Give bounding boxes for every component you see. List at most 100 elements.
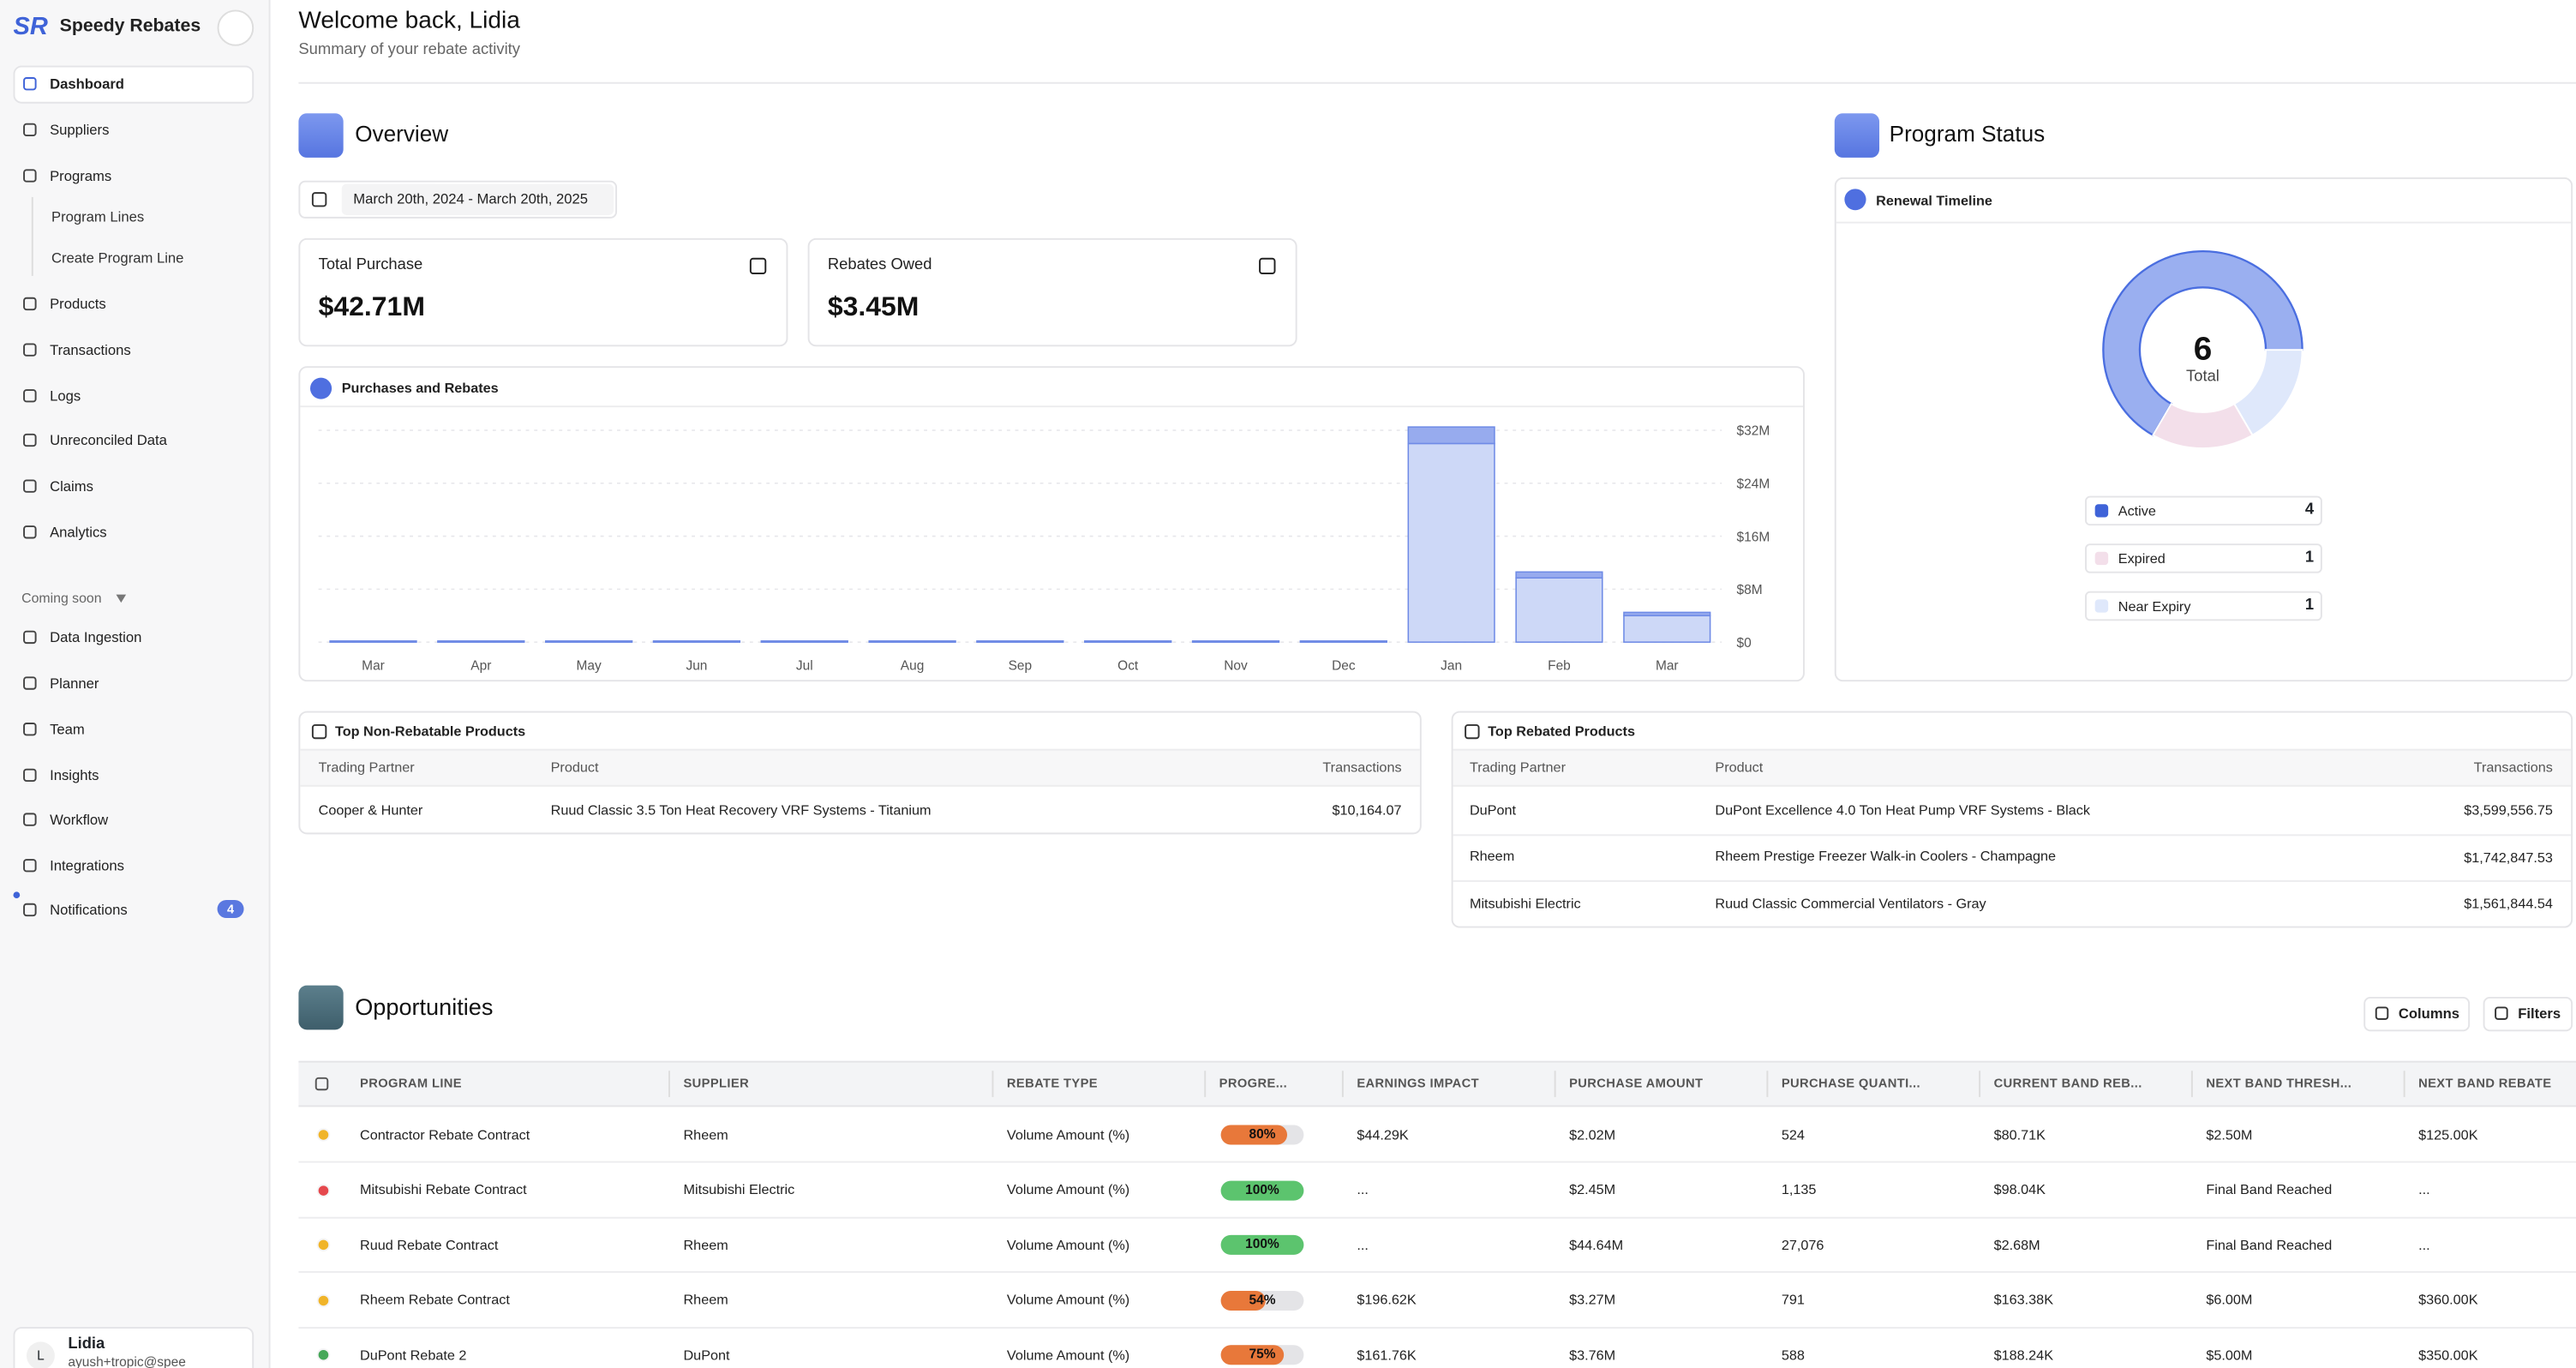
grid-cell: ... <box>2418 1236 2430 1253</box>
nav-item[interactable]: Programs <box>50 167 112 184</box>
toolbar-button-label[interactable]: Filters <box>2518 1005 2561 1022</box>
grid-cell: $80.71K <box>1993 1126 2046 1143</box>
metric-value: $42.71M <box>318 292 425 322</box>
table-cell: $1,742,847.53 <box>2464 848 2553 865</box>
coming-soon-item[interactable]: Notifications <box>50 901 128 918</box>
legend-item <box>2085 591 2322 621</box>
coming-soon-item[interactable]: Integrations <box>50 856 125 873</box>
column-divider <box>991 1071 994 1097</box>
column-header: Trading Partner <box>318 759 415 776</box>
grid-column-header[interactable]: PURCHASE QUANTI... <box>1781 1076 1920 1092</box>
grid-cell: $196.62K <box>1357 1291 1417 1309</box>
grid-column-header[interactable]: PROGRAM LINE <box>360 1076 463 1092</box>
table-cell: Ruud Classic 3.5 Ton Heat Recovery VRF S… <box>550 801 932 819</box>
chart-icon <box>309 377 332 399</box>
icon <box>23 297 37 311</box>
toolbar-button[interactable] <box>2363 997 2471 1032</box>
toolbar-button[interactable] <box>2483 997 2573 1032</box>
metric-label: Total Purchase <box>318 256 423 275</box>
legend-value: 1 <box>2304 596 2315 615</box>
grid-column-header[interactable]: SUPPLIER <box>683 1076 750 1092</box>
grid-cell: Final Band Reached <box>2206 1181 2333 1198</box>
progress-label: 75% <box>1249 1347 1276 1362</box>
coming-soon-item[interactable]: Data Ingestion <box>50 628 142 645</box>
nav-item[interactable]: Claims <box>50 477 93 495</box>
grid-cell: $2.02M <box>1569 1126 1616 1143</box>
subnav-item[interactable]: Create Program Line <box>51 249 184 267</box>
coming-soon-item[interactable]: Planner <box>50 675 99 692</box>
coming-soon-item[interactable]: Team <box>50 720 85 737</box>
grid-column-header[interactable]: CURRENT BAND REB... <box>1993 1076 2142 1092</box>
grid-cell[interactable]: Mitsubishi Rebate Contract <box>360 1181 527 1198</box>
nav-item[interactable]: Dashboard <box>50 75 124 92</box>
icon <box>1259 257 1276 274</box>
grid-cell[interactable]: Contractor Rebate Contract <box>360 1126 530 1143</box>
column-header: Product <box>1715 759 1764 776</box>
section-title: Opportunities <box>355 993 494 1020</box>
grid-column-header[interactable]: NEXT BAND THRESH... <box>2206 1076 2352 1092</box>
icon <box>311 723 327 739</box>
grid-column-header[interactable]: EARNINGS IMPACT <box>1357 1076 1480 1092</box>
grid-column-header[interactable]: REBATE TYPE <box>1006 1076 1099 1092</box>
table-cell: Rheem <box>1469 848 1515 865</box>
section-icon <box>298 985 344 1030</box>
coming-soon-item[interactable]: Insights <box>50 766 99 783</box>
nav-item[interactable]: Transactions <box>50 341 131 358</box>
table-cell: $1,561,844.54 <box>2464 895 2553 912</box>
progress-fill <box>1220 1290 1266 1311</box>
section-icon <box>1834 113 1880 158</box>
header-divider <box>298 81 2576 84</box>
nav-item[interactable]: Products <box>50 295 106 312</box>
coming-soon-item[interactable]: Workflow <box>50 811 109 828</box>
date-inner <box>341 183 614 215</box>
date-picker[interactable] <box>298 180 618 219</box>
page-subtitle: Summary of your rebate activity <box>298 41 520 60</box>
column-divider <box>1204 1071 1207 1097</box>
row-divider <box>298 1161 2576 1163</box>
toolbar-button-label[interactable]: Columns <box>2398 1005 2460 1022</box>
subnav-line <box>31 196 33 276</box>
nav-item[interactable]: Unreconciled Data <box>50 431 167 448</box>
notification-dot <box>13 891 21 899</box>
grid-cell: $5.00M <box>2206 1347 2253 1364</box>
chart-header-divider <box>300 405 1803 408</box>
legend-item <box>2085 495 2322 526</box>
column-divider <box>2190 1071 2193 1097</box>
grid-column-header[interactable]: PROGRE... <box>1219 1076 1288 1092</box>
status-dot <box>316 1128 331 1142</box>
grid-cell: $360.00K <box>2418 1291 2478 1309</box>
status-dot <box>316 1238 331 1251</box>
subnav-item[interactable]: Program Lines <box>51 208 145 225</box>
icon <box>2375 1006 2389 1020</box>
column-divider <box>668 1071 670 1097</box>
grid-column-header[interactable]: PURCHASE AMOUNT <box>1569 1076 1704 1092</box>
nav-item[interactable]: Logs <box>50 387 81 405</box>
legend-label: Near Expiry <box>2118 597 2191 615</box>
nav-item[interactable]: Suppliers <box>50 121 110 138</box>
column-header: Trading Partner <box>1469 759 1566 776</box>
grid-cell: 1,135 <box>1781 1181 1817 1198</box>
brand: Speedy Rebates <box>59 16 201 37</box>
grid-cell: Final Band Reached <box>2206 1236 2333 1253</box>
grid-column-header[interactable]: NEXT BAND REBATE <box>2418 1076 2552 1092</box>
grid-cell: $2.45M <box>1569 1181 1616 1198</box>
legend-swatch <box>2094 504 2109 518</box>
progress-label: 80% <box>1249 1126 1276 1142</box>
table-title: Top Non-Rebatable Products <box>334 722 526 740</box>
table-cell: $10,164.07 <box>1332 801 1402 819</box>
icon <box>23 630 37 645</box>
grid-cell[interactable]: Ruud Rebate Contract <box>360 1236 499 1253</box>
icon <box>23 433 37 447</box>
active-item <box>13 65 255 104</box>
grid-cell[interactable]: DuPont Rebate 2 <box>360 1347 467 1364</box>
icon <box>23 723 37 736</box>
section-title: Program Status <box>1889 121 2046 147</box>
icon <box>23 343 37 357</box>
nav-item[interactable]: Analytics <box>50 523 107 541</box>
grid-cell: $125.00K <box>2418 1126 2478 1143</box>
collapse-button[interactable] <box>217 9 255 46</box>
grid-cell[interactable]: Rheem Rebate Contract <box>360 1291 510 1309</box>
logo: SR <box>13 13 48 41</box>
icon <box>23 389 37 403</box>
icon <box>23 903 37 917</box>
